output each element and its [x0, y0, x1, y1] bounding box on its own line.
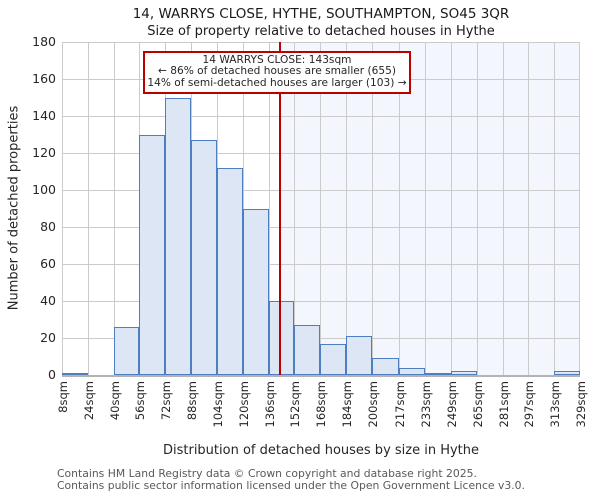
x-tick-label: 120sqm	[236, 381, 251, 428]
histogram-bar	[113, 326, 140, 375]
gridline-vertical	[399, 42, 401, 375]
x-tick-label: 297sqm	[522, 381, 537, 428]
gridline-vertical	[320, 42, 322, 375]
y-tick-label: 140	[32, 108, 56, 123]
page-subtitle: Size of property relative to detached ho…	[147, 24, 495, 39]
histogram-bar	[346, 336, 372, 375]
histogram-bar	[139, 134, 166, 375]
marker-shade-region	[279, 42, 580, 375]
page-title: 14, WARRYS CLOSE, HYTHE, SOUTHAMPTON, SO…	[132, 6, 510, 22]
y-tick-label: 160	[32, 71, 56, 86]
annotation-line-2: ← 86% of detached houses are smaller (65…	[157, 65, 397, 78]
x-tick-label: 265sqm	[470, 381, 485, 428]
x-tick-label: 233sqm	[419, 381, 434, 428]
y-tick-label: 60	[40, 256, 56, 271]
y-tick-label: 180	[32, 34, 56, 49]
histogram-bar	[425, 373, 451, 376]
gridline-vertical	[268, 42, 270, 375]
annotation-box: 14 WARRYS CLOSE: 143sqm ← 86% of detache…	[143, 51, 411, 95]
histogram-bar	[320, 343, 346, 375]
x-tick-label: 249sqm	[444, 381, 459, 428]
gridline-vertical	[62, 42, 63, 375]
x-tick-label: 88sqm	[185, 381, 200, 421]
histogram-bar	[216, 167, 243, 375]
gridline-vertical	[502, 42, 504, 375]
histogram-bar	[191, 140, 217, 375]
x-tick-label: 104sqm	[210, 381, 225, 428]
gridline-vertical	[294, 42, 296, 375]
y-tick-label: 100	[32, 182, 56, 197]
annotation-line-1: 14 WARRYS CLOSE: 143sqm	[202, 54, 352, 66]
x-tick-label: 72sqm	[159, 381, 174, 421]
gridline-vertical	[476, 42, 478, 375]
gridline-vertical	[113, 42, 115, 375]
gridline-vertical	[579, 42, 580, 375]
plot-area	[62, 42, 580, 377]
x-tick-label: 281sqm	[496, 381, 511, 428]
x-axis-title: Distribution of detached houses by size …	[162, 443, 480, 458]
y-tick-label: 20	[40, 330, 56, 345]
y-tick-label: 40	[40, 293, 56, 308]
gridline-vertical	[554, 42, 556, 375]
footer-line-1: Contains HM Land Registry data © Crown c…	[57, 467, 477, 480]
x-tick-label: 136sqm	[262, 381, 277, 428]
x-tick-label: 24sqm	[81, 381, 96, 421]
histogram-bar	[399, 367, 426, 375]
gridline-vertical	[425, 42, 427, 375]
gridline-vertical	[371, 42, 373, 375]
marker-line	[278, 42, 281, 375]
x-tick-label: 8sqm	[56, 381, 70, 413]
x-tick-label: 329sqm	[574, 381, 588, 428]
y-tick-label: 0	[48, 367, 56, 382]
x-tick-label: 200sqm	[365, 381, 380, 428]
histogram-bar	[242, 208, 269, 375]
histogram-bar	[371, 358, 400, 375]
x-tick-label: 184sqm	[340, 381, 354, 428]
y-axis-tick-labels: 0 20 40 60 80 100 120 140 160 180	[0, 34, 56, 382]
x-tick-label: 217sqm	[393, 381, 408, 428]
attribution-footer: Contains HM Land Registry data © Crown c…	[57, 468, 525, 492]
histogram-bar	[165, 97, 192, 375]
footer-line-2: Contains public sector information licen…	[57, 478, 525, 492]
gridline-vertical	[87, 42, 89, 375]
histogram-bar	[450, 371, 477, 375]
histogram-bar	[62, 373, 88, 376]
x-tick-label: 168sqm	[314, 381, 329, 428]
y-tick-label: 80	[40, 219, 56, 234]
gridline-vertical	[528, 42, 530, 375]
chart-header: 14, WARRYS CLOSE, HYTHE, SOUTHAMPTON, SO…	[62, 5, 580, 40]
x-tick-label: 152sqm	[288, 381, 303, 428]
annotation-line-3: 14% of semi-detached houses are larger (…	[147, 76, 407, 89]
x-tick-label: 56sqm	[133, 381, 148, 421]
gridline-vertical	[346, 42, 347, 375]
histogram-bar	[268, 301, 295, 375]
histogram-bar	[294, 325, 321, 375]
x-axis-tick-labels: 8sqm 24sqm 40sqm 56sqm 72sqm 88sqm 104sqm 120sq…	[56, 381, 588, 443]
x-tick-label: 40sqm	[107, 381, 122, 421]
x-tick-label: 313sqm	[548, 381, 563, 428]
gridline-vertical	[450, 42, 452, 375]
histogram-bar	[554, 371, 580, 375]
y-tick-label: 120	[32, 145, 56, 160]
